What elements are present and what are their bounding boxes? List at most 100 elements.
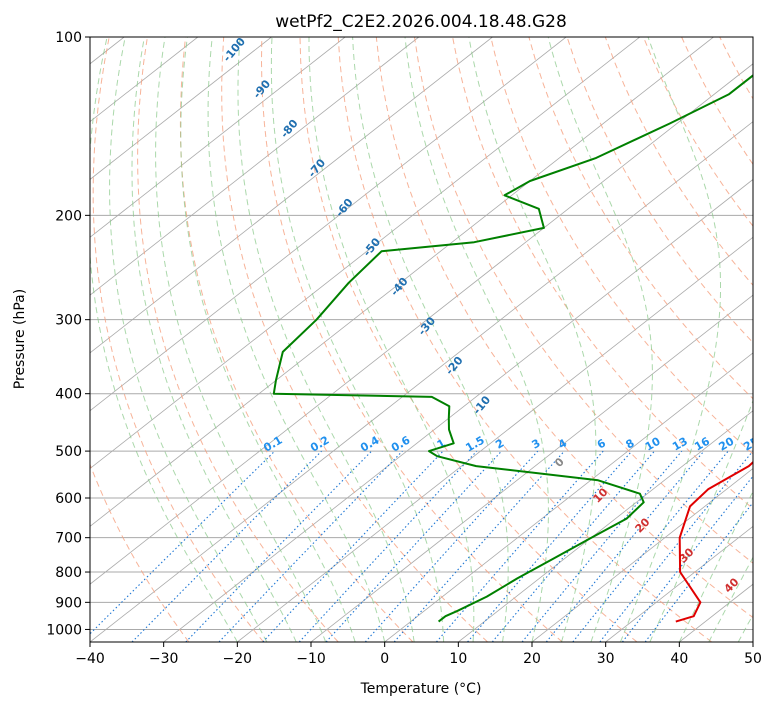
isotherm-line: [531, 468, 753, 642]
dry-adiabat-label: -30: [415, 314, 438, 338]
moist-adiabat-line: [131, 37, 297, 642]
moist-adiabat-line: [237, 37, 415, 642]
y-tick-label: 400: [55, 387, 82, 403]
dry-adiabat-label: -70: [305, 156, 328, 180]
mixing-ratio-label: 30: [762, 434, 775, 453]
x-tick-label: −10: [296, 651, 326, 667]
dewpoint-trace: [272, 74, 753, 623]
y-tick-label: 900: [55, 595, 82, 611]
mixing-ratio-line: [599, 450, 753, 642]
x-tick-label: 0: [380, 651, 389, 667]
mixing-ratio-line: [545, 450, 705, 642]
dry-adiabat-line: [719, 37, 753, 100]
x-tick-label: 30: [597, 651, 615, 667]
x-axis: −40 −30 −20 −10 0 10 20 30 40 50: [75, 642, 762, 667]
mixing-ratio-line: [262, 450, 444, 642]
dry-adiabat-line: [137, 37, 339, 642]
dry-adiabat-label: -60: [333, 196, 356, 220]
isotherm-line: [752, 641, 753, 642]
x-tick-label: 10: [449, 651, 467, 667]
dry-adiabat-line: [642, 37, 753, 227]
moist-adiabat-line: [619, 37, 721, 642]
dry-adiabat-label: -80: [278, 117, 301, 141]
background-lines: [90, 37, 775, 642]
mixing-ratio-line: [521, 450, 683, 642]
isotherm-line: [90, 37, 272, 180]
moist-adiabat-label: 40: [722, 575, 742, 595]
dry-adiabat-label: -20: [443, 354, 466, 378]
moist-adiabat-line: [737, 613, 753, 642]
moist-adiabat-line: [270, 37, 445, 642]
dry-adiabat-line: [452, 37, 753, 510]
isotherm-line: [90, 37, 420, 296]
dry-adiabat-label: -50: [360, 235, 383, 259]
isotherm-line: [90, 37, 493, 354]
moist-adiabat-line: [155, 37, 327, 642]
dry-adiabat-label: -10: [470, 393, 493, 417]
y-axis: 100 200 300 400 500 600 700 800 900 1000: [46, 30, 90, 638]
mixing-ratio-label: 2: [493, 437, 506, 452]
dry-adiabat-line: [414, 37, 753, 564]
moist-adiabat-line: [180, 37, 356, 642]
dry-adiabat-line: [681, 37, 753, 166]
moist-adiabat-line: [547, 37, 653, 642]
y-axis-label: Pressure (hPa): [12, 289, 28, 389]
dry-adiabat-line: [90, 463, 190, 642]
mixing-ratio-line: [491, 450, 655, 642]
y-tick-label: 500: [55, 444, 82, 460]
mixing-ratio-line: [325, 450, 503, 642]
moist-adiabat-line: [468, 37, 597, 642]
isotherm-line: [90, 37, 641, 470]
dry-adiabat-line: [758, 37, 775, 642]
dry-adiabat-line: [221, 37, 488, 642]
x-tick-label: 20: [523, 651, 541, 667]
y-tick-label: 800: [55, 565, 82, 581]
isotherm-line: [237, 236, 753, 642]
mixing-ratio-label: 6: [595, 436, 608, 451]
dry-adiabat-label: -90: [250, 77, 273, 101]
isotherm-line: [90, 37, 714, 527]
isotherm-line: [90, 37, 199, 123]
x-tick-label: 50: [744, 651, 762, 667]
y-tick-label: 600: [55, 491, 82, 507]
x-axis-label: Temperature (°C): [360, 681, 482, 697]
y-tick-label: 200: [55, 208, 82, 224]
y-tick-label: 300: [55, 313, 82, 329]
isotherm-line: [163, 178, 753, 642]
mixing-ratio-line: [364, 450, 539, 642]
mixing-ratio-label: 3: [529, 437, 542, 452]
moist-adiabat-line: [708, 556, 753, 642]
mixing-ratio-line: [185, 450, 372, 642]
moist-adiabat-line: [352, 37, 509, 642]
moist-adiabat-line: [90, 37, 238, 642]
mixing-ratio-line: [298, 450, 478, 642]
mixing-ratio-line: [621, 475, 753, 642]
isotherm-line: [458, 410, 753, 642]
mixing-ratio-line: [393, 450, 565, 642]
dry-adiabat-label: -40: [388, 275, 411, 299]
isotherm-line: [90, 37, 346, 238]
mixing-ratio-line: [131, 450, 322, 642]
chart-title: wetPf2_C2E2.2026.004.18.48.G28: [275, 12, 567, 32]
dry-adiabat-line: [92, 37, 264, 642]
mixing-ratio-line: [435, 450, 604, 642]
isotherm-line: [310, 294, 753, 642]
y-tick-label: 700: [55, 531, 82, 547]
dry-adiabat-line: [490, 37, 753, 455]
dry-adiabat-label: -100: [220, 35, 248, 65]
isotherm-line: [90, 121, 753, 642]
mixing-ratio-line: [572, 450, 729, 642]
mixing-ratio-label: 8: [623, 437, 636, 452]
mixing-ratio-line: [218, 450, 403, 642]
x-tick-label: −30: [149, 651, 179, 667]
isotherm-line: [384, 352, 753, 642]
moist-adiabat-label: 0: [552, 455, 567, 470]
dry-adiabat-line: [337, 37, 713, 642]
mixing-ratio-line: [467, 450, 633, 642]
dry-adiabat-line: [299, 37, 638, 642]
moist-adiabat-line: [308, 37, 475, 642]
moist-adiabat-line: [207, 37, 386, 642]
isotherm-line: [90, 37, 567, 412]
moist-adiabat-line: [404, 37, 549, 642]
